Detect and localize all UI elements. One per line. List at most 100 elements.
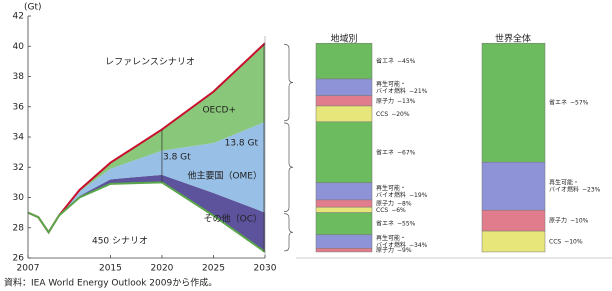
segment-name: CCS (549, 238, 561, 245)
value-label: −34% (409, 242, 428, 249)
value-label: −6% (391, 206, 406, 213)
area-label: その他（OC） (204, 213, 262, 225)
segment-name: 原子力 (376, 96, 394, 104)
segment-label: 再生可能・ (376, 79, 406, 87)
segment-name: CCS (376, 206, 388, 213)
x-tick-label: 2015 (99, 264, 122, 274)
source: 資料：IEA World Energy Outlook 2009から作成。 (4, 277, 217, 289)
area (28, 121, 265, 233)
bar-segment (315, 78, 373, 96)
value-label: −10% (570, 217, 589, 224)
annotation: 13.8 Gt (225, 139, 259, 149)
segment-name: CCS (376, 110, 388, 117)
bar-segment (315, 105, 373, 123)
bar-segment (481, 42, 546, 163)
y-tick-label: 42 (13, 12, 24, 22)
segment-label: バイオ燃料 −21% (376, 86, 428, 94)
bar-segment (315, 182, 373, 201)
bar-segment (315, 95, 373, 107)
segment-name: 原子力 (376, 199, 394, 207)
bar-segment (481, 209, 546, 232)
x-tick-label: 2025 (202, 264, 225, 274)
value-label: −23% (582, 186, 601, 193)
segment-label: 省エネ −45% (376, 57, 416, 65)
segment-label: 省エネ −55% (376, 219, 416, 227)
y-tick-label: 28 (13, 223, 25, 233)
y-tick-label: 26 (13, 254, 25, 264)
value-label: −21% (409, 87, 428, 94)
segment-name: バイオ燃料 (549, 185, 579, 193)
x-tick-label: 2030 (254, 264, 277, 274)
segment-name: バイオ燃料 (376, 86, 406, 94)
segment-name: バイオ燃料 (376, 241, 406, 249)
segment-label: 省エネ −57% (549, 98, 589, 106)
panel-title: 地域別 (330, 33, 357, 45)
area (28, 43, 265, 233)
segment-label: CCS −6% (376, 206, 406, 213)
segment-name: 省エネ (376, 57, 394, 65)
bar-segment (481, 161, 546, 211)
bar-segment (315, 42, 373, 80)
segment-label: 原子力 −8% (376, 199, 412, 207)
y-tick-label: 36 (13, 102, 25, 112)
segment-label: 再生可能・ (376, 234, 406, 242)
line-label: レファレンスシナリオ (105, 57, 195, 68)
value-label: −67% (397, 149, 416, 156)
panel-title: 世界全体 (495, 33, 531, 45)
segment-name: 再生可能・ (549, 178, 579, 186)
segment-name: 再生可能・ (376, 183, 406, 191)
bar-segment (481, 230, 546, 253)
segment-label: CCS −20% (376, 110, 410, 117)
segment-name: 省エネ (376, 148, 394, 156)
y-tick-label: 32 (13, 163, 24, 173)
y-tick-label: 34 (13, 133, 25, 143)
brace (283, 43, 294, 122)
brace (283, 213, 294, 252)
value-label: −10% (564, 238, 583, 245)
segment-name: 省エネ (549, 98, 567, 106)
y-tick-label: 40 (13, 42, 25, 52)
area-label: 他主要国（OME） (187, 170, 262, 182)
bar-segment (315, 248, 373, 253)
bar-segment (315, 121, 373, 183)
line (27, 181, 266, 253)
brace (283, 122, 294, 212)
x-tick-label: 2007 (17, 264, 40, 274)
segment-name: 再生可能・ (376, 234, 406, 242)
area (28, 174, 265, 252)
bar-segment (315, 206, 373, 213)
bar-segment (315, 234, 373, 249)
segment-label: 原子力 −13% (376, 96, 416, 104)
y-axis-label: (Gt) (24, 3, 42, 13)
segment-label: CCS −10% (549, 238, 583, 245)
segment-label: 省エネ −67% (376, 148, 416, 156)
segment-label: 原子力 −10% (549, 216, 589, 224)
segment-label: バイオ燃料 −34% (376, 241, 428, 249)
y-tick-label: 38 (13, 72, 25, 82)
value-label: −55% (397, 220, 416, 227)
y-tick-label: 30 (13, 193, 25, 203)
annotation: 3.8 Gt (163, 153, 191, 163)
segment-label: 原子力 −9% (376, 246, 412, 254)
bar-segment (315, 199, 373, 208)
line-label: 450 シナリオ (92, 236, 148, 247)
bar-segment (315, 212, 373, 235)
value-label: −8% (397, 200, 412, 207)
segment-name: 原子力 (549, 216, 567, 224)
segment-name: 原子力 (376, 246, 394, 254)
segment-name: 省エネ (376, 219, 394, 227)
value-label: −19% (409, 191, 428, 198)
value-label: −9% (397, 247, 412, 254)
value-label: −45% (397, 58, 416, 65)
segment-name: バイオ燃料 (376, 190, 406, 198)
x-tick-label: 2020 (151, 264, 174, 274)
segment-label: バイオ燃料 −19% (376, 190, 428, 198)
segment-label: バイオ燃料 −23% (549, 185, 601, 193)
area-label: OECD+ (202, 106, 236, 116)
value-label: −20% (391, 110, 410, 117)
segment-label: 再生可能・ (549, 178, 579, 186)
value-label: −13% (397, 97, 416, 104)
value-label: −57% (570, 99, 589, 106)
segment-name: 再生可能・ (376, 79, 406, 87)
